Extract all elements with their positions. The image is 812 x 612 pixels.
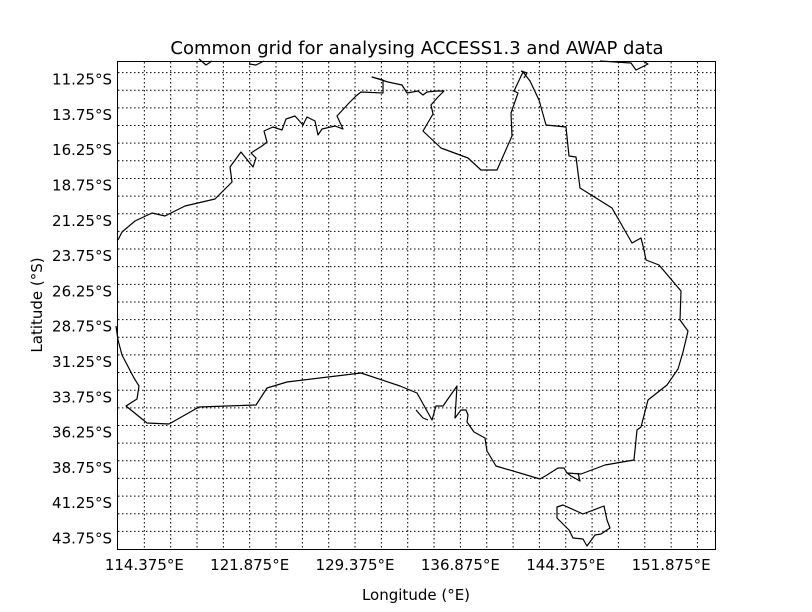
y-tick-label: 41.25°S (52, 494, 112, 512)
x-tick-label: 129.375°E (316, 556, 395, 574)
y-tick-label: 11.25°S (52, 71, 112, 89)
y-axis-label: Latitude (°S) (28, 257, 46, 352)
x-tick-label: 151.875°E (632, 556, 711, 574)
x-tick-label: 136.875°E (421, 556, 500, 574)
new-guinea-coastline (599, 60, 649, 71)
bass-strait-coastline (565, 471, 581, 482)
map-frame (117, 61, 716, 550)
map-title: Common grid for analysing ACCESS1.3 and … (170, 38, 663, 59)
y-tick-label: 43.75°S (52, 529, 112, 547)
y-tick-label: 36.25°S (52, 424, 112, 442)
kangaroo-island-coastline (415, 409, 429, 421)
x-tick-label: 114.375°E (105, 556, 184, 574)
y-tick-label: 33.75°S (52, 388, 112, 406)
y-tick-label: 13.75°S (52, 106, 112, 124)
tasmania-coastline (556, 504, 611, 547)
y-tick-label: 28.75°S (52, 318, 112, 336)
x-axis-label: Longitude (°E) (362, 586, 470, 604)
x-tick-label: 121.875°E (210, 556, 289, 574)
y-tick-label: 38.75°S (52, 459, 112, 477)
y-tick-label: 31.25°S (52, 353, 112, 371)
coastline-layer (115, 58, 689, 547)
y-tick-label: 18.75°S (52, 177, 112, 195)
grid-lines (118, 62, 715, 549)
x-tick-labels: 114.375°E 121.875°E 129.375°E 136.875°E 144.… (105, 556, 711, 574)
y-tick-label: 21.25°S (52, 212, 112, 230)
x-tick-label: 144.375°E (526, 556, 605, 574)
y-tick-label: 16.25°S (52, 141, 112, 159)
melville-island-coastline (248, 60, 265, 66)
y-tick-label: 23.75°S (52, 247, 112, 265)
y-tick-label: 26.25°S (52, 282, 112, 300)
australia-mainland-coastline (115, 71, 689, 480)
cape-york-coastline (520, 70, 528, 79)
y-tick-labels: 11.25°S 13.75°S 16.25°S 18.75°S 21.25°S 23.75… (52, 71, 112, 548)
